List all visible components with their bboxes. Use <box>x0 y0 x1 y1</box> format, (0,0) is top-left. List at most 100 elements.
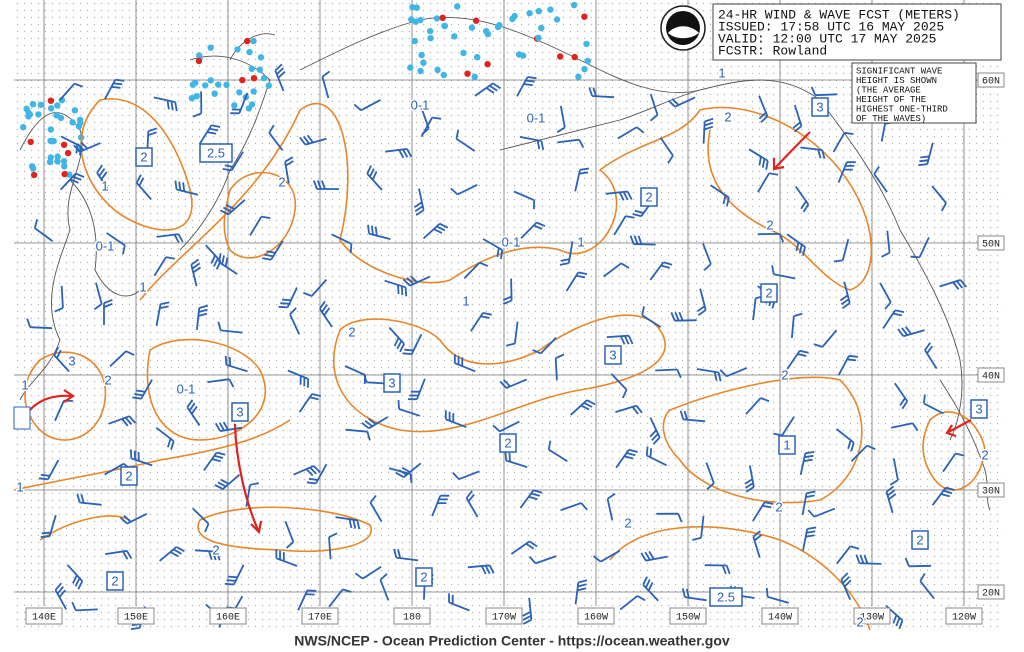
wind-barb <box>613 215 635 236</box>
wind-barb <box>588 87 615 99</box>
lat-label: 40N <box>982 372 1000 383</box>
boxed-label: 3 <box>816 99 823 114</box>
contour-label: 2 <box>781 367 788 382</box>
coast-marker <box>195 57 203 65</box>
lat-label-box <box>977 367 1005 383</box>
boxed-label-box <box>640 187 658 207</box>
coast-marker <box>468 24 476 31</box>
contour-label: 2 <box>624 515 631 530</box>
coast-marker <box>427 27 434 35</box>
wind-barb <box>298 393 322 413</box>
lon-label-box <box>669 607 707 625</box>
wind-barb <box>306 463 328 485</box>
coast-marker <box>47 97 55 104</box>
contour-label: 1 <box>718 65 725 80</box>
wind-barb <box>692 515 705 541</box>
coast-marker <box>26 111 34 118</box>
lon-label: 170E <box>308 613 332 624</box>
contour-label: 1 <box>462 293 469 308</box>
wind-barb <box>367 224 391 240</box>
wind-barb <box>510 540 538 555</box>
boxed-label-box <box>709 587 743 607</box>
coast-marker <box>54 102 61 109</box>
wind-barb <box>103 298 113 326</box>
wind-barb <box>924 342 938 370</box>
wind-barb <box>384 279 408 297</box>
coastlines <box>19 17 991 511</box>
wind-barb <box>219 199 246 216</box>
coast-marker <box>37 101 44 109</box>
coast-marker <box>69 119 76 126</box>
wind-barb <box>923 394 944 415</box>
wind-barb <box>132 379 153 400</box>
contour-label: 2 <box>766 217 773 232</box>
wind-barb <box>642 576 659 602</box>
wind-barb <box>467 564 495 575</box>
wind-barb <box>757 172 779 193</box>
boxed-label-box <box>970 399 988 419</box>
lat-label-box <box>977 72 1005 88</box>
wind-barb <box>593 550 621 563</box>
wind-barb <box>799 451 815 475</box>
wind-barb <box>379 573 390 601</box>
wind-barb <box>38 459 60 481</box>
noaa-logo <box>660 5 706 51</box>
wind-barb <box>444 410 467 429</box>
wind-barb <box>702 117 714 144</box>
wind-barb <box>293 465 321 477</box>
wind-barb <box>130 449 153 467</box>
coast-marker <box>248 65 255 73</box>
contour-label: 2 <box>278 174 285 189</box>
wind-barb <box>891 422 919 432</box>
coast-marker <box>47 126 54 133</box>
wind-barb <box>513 190 536 210</box>
boxed-label-box <box>778 435 796 455</box>
wind-barb <box>174 180 199 196</box>
wind-barb <box>667 96 696 108</box>
wind-barb <box>773 416 795 437</box>
wind-barb <box>224 564 245 586</box>
note-line: SIGNIFICANT WAVE <box>856 66 942 76</box>
contour-label: 1 <box>101 178 108 193</box>
wind-barb <box>366 165 383 191</box>
wind-barb <box>882 309 905 329</box>
lon-label: 180 <box>403 613 421 624</box>
wind-barb <box>53 346 70 373</box>
coast-marker <box>526 10 533 17</box>
coast-marker <box>202 82 209 89</box>
lon-label-box <box>853 607 891 625</box>
wind-barb <box>453 354 476 373</box>
boxed-label: 2.5 <box>207 145 225 160</box>
wind-barb <box>224 355 248 373</box>
wind-barb <box>218 253 238 275</box>
coast-marker <box>581 65 588 73</box>
contour-label: 0-1 <box>177 381 196 396</box>
lon-label-box <box>761 607 799 625</box>
wind-barb <box>645 446 667 467</box>
coast-marker <box>211 90 218 97</box>
wind-barb <box>222 151 244 172</box>
coast-marker <box>420 59 427 66</box>
boxed-label: 3 <box>609 347 616 362</box>
wind-barb <box>312 180 339 190</box>
coast-marker <box>256 66 263 73</box>
wind-barb <box>565 271 588 292</box>
contour-label: 2 <box>348 324 355 339</box>
wind-barb <box>791 312 803 339</box>
coast-marker <box>76 116 84 124</box>
labels: 140E 150E 160E 170E 180 170W 160W 150W 140W 130W 1… <box>15 64 1005 631</box>
boxed-label: 2.5 <box>717 589 735 604</box>
lon-label: 160W <box>584 613 608 624</box>
wind-barb <box>482 238 504 260</box>
lon-label-box <box>577 607 615 625</box>
wind-barb <box>879 282 892 310</box>
wind-barb <box>744 465 755 493</box>
wind-barb <box>554 353 565 381</box>
wind-barb <box>528 555 557 565</box>
wind-barb <box>303 279 328 297</box>
boxed-label: 1 <box>783 437 790 452</box>
coast-marker <box>547 6 554 13</box>
lon-label-box <box>485 607 523 625</box>
coast-marker <box>570 1 578 9</box>
